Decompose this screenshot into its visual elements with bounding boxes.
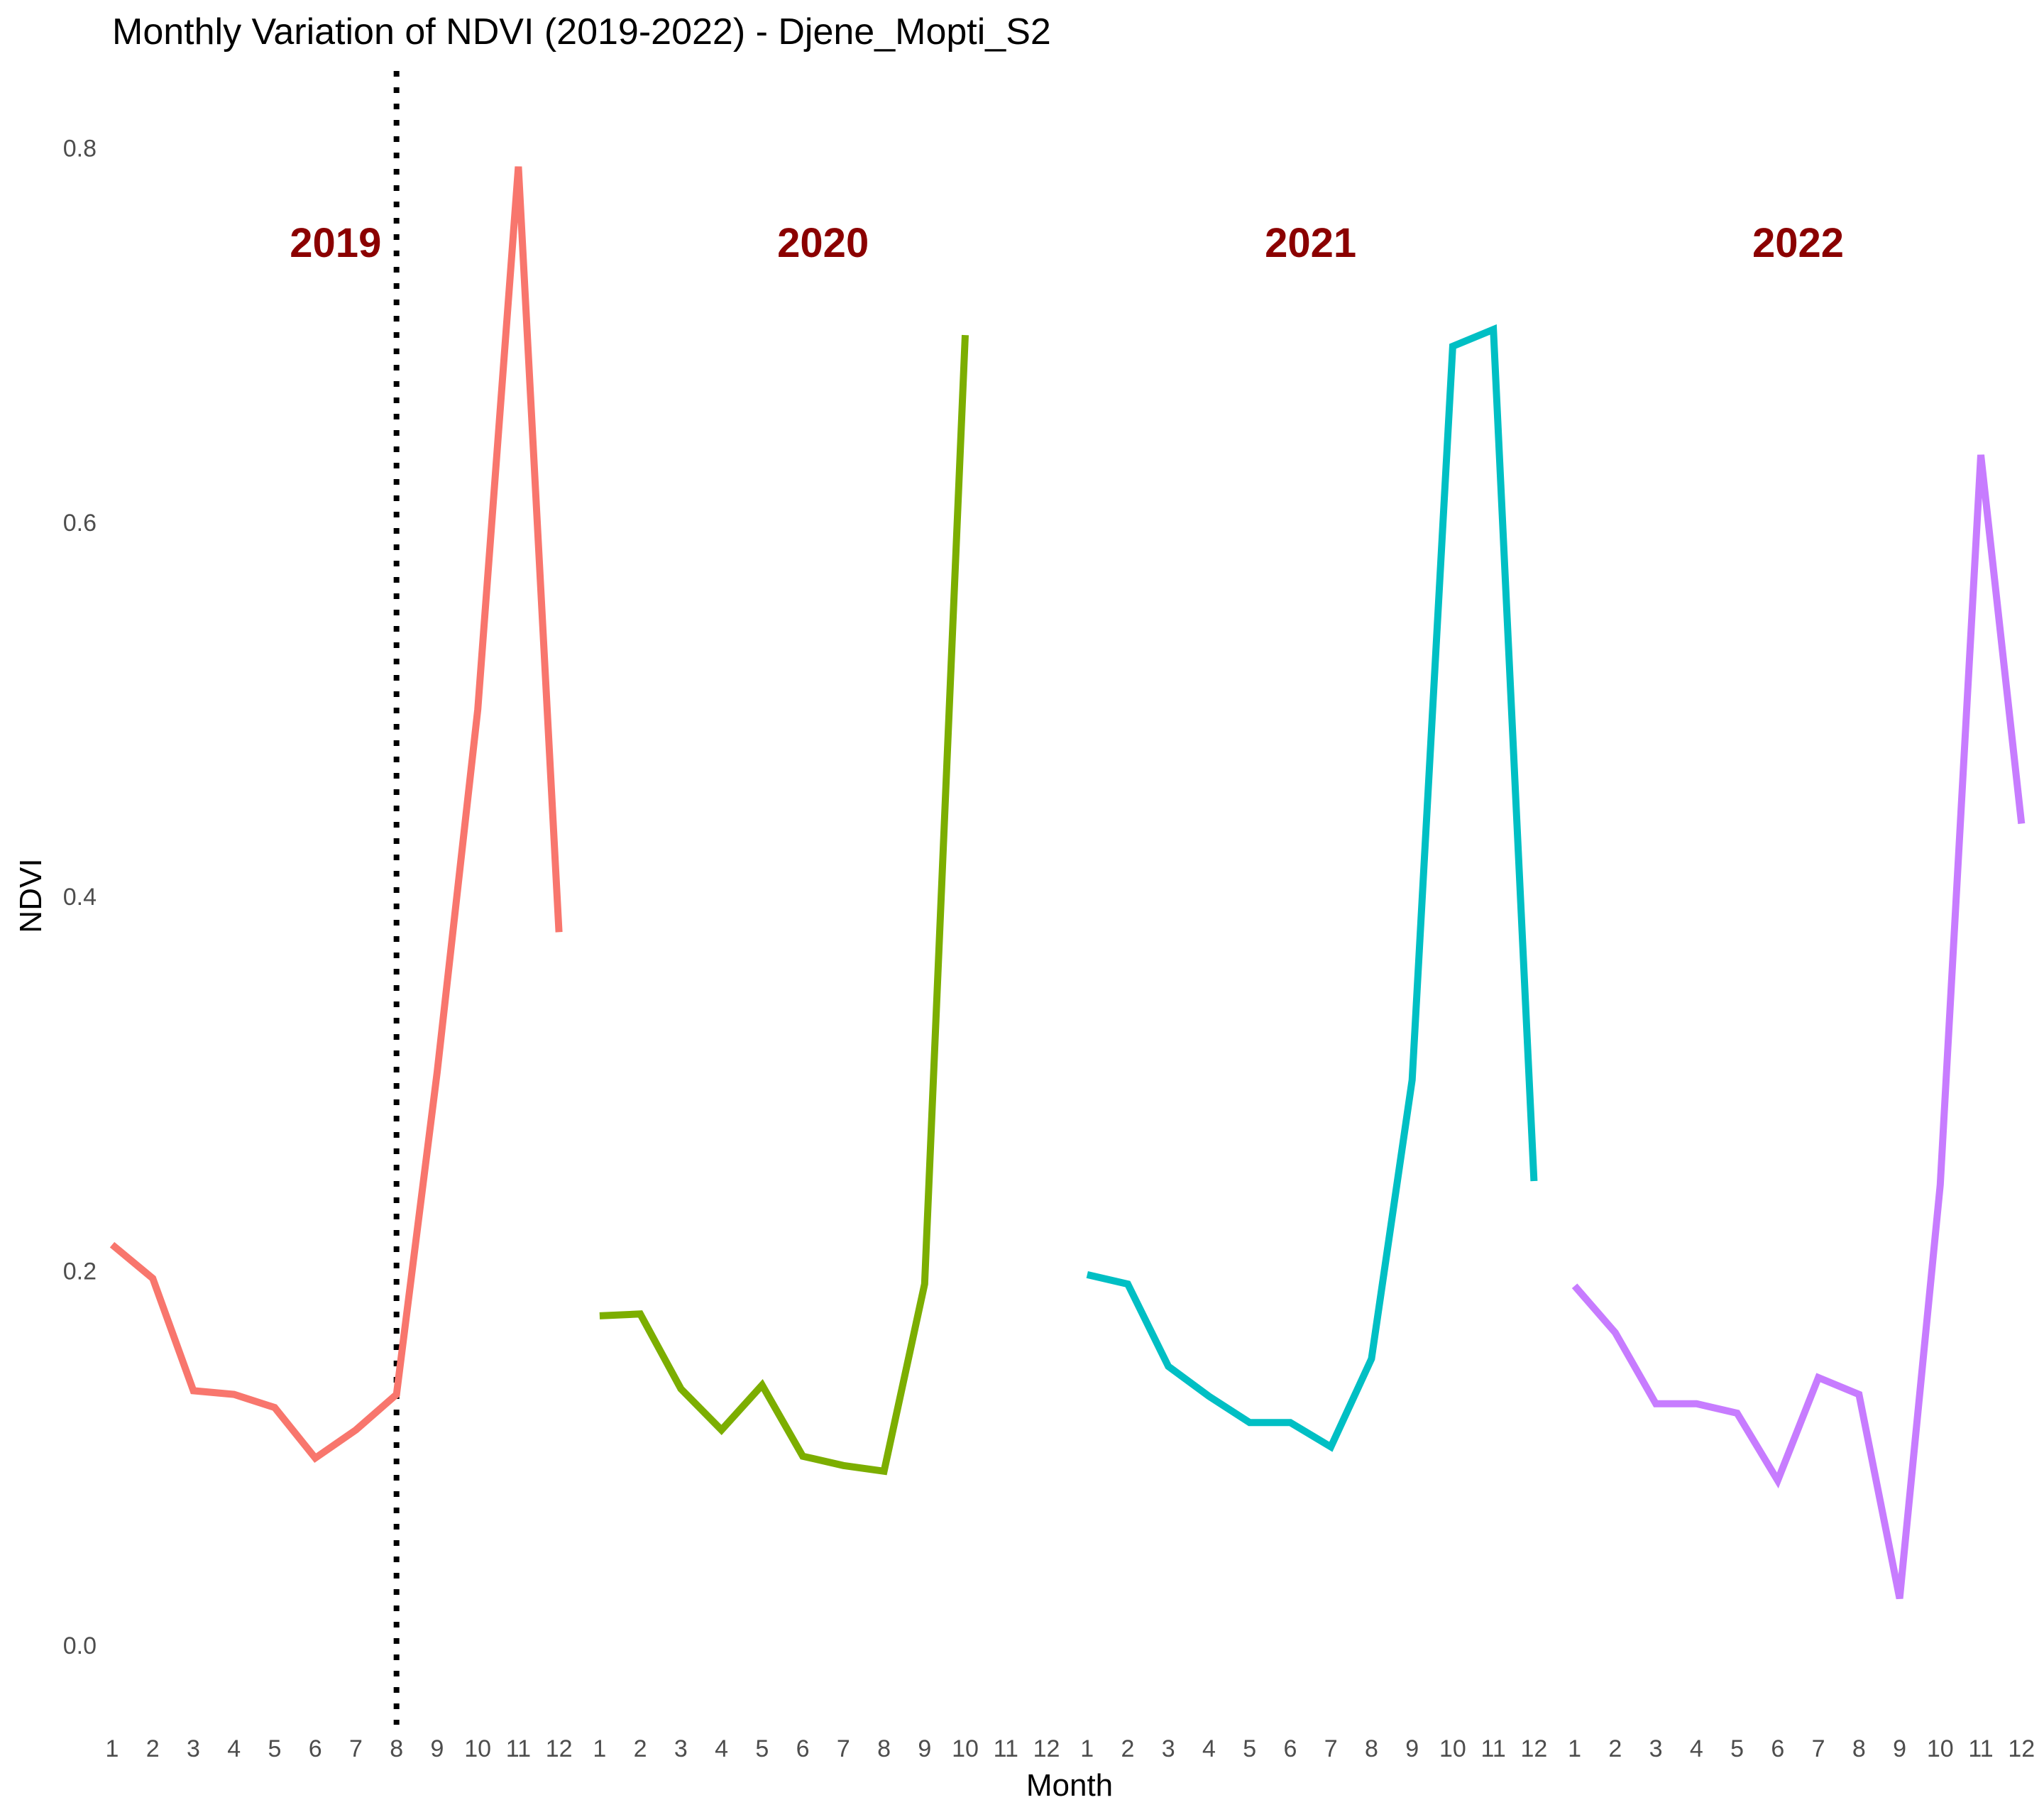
x-tick-label: 5 [268,1735,281,1762]
x-tick-label: 1 [1080,1735,1094,1762]
x-tick-label: 11 [1968,1735,1993,1762]
x-tick-label: 10 [1439,1735,1466,1762]
year-label-2019: 2019 [290,220,381,266]
x-tick-label: 6 [796,1735,810,1762]
x-tick-label: 2 [1608,1735,1622,1762]
y-axis-title: NDVI [13,858,48,933]
x-tick-label: 1 [593,1735,606,1762]
x-tick-label: 9 [430,1735,444,1762]
x-tick-label: 3 [187,1735,200,1762]
x-tick-label: 3 [674,1735,688,1762]
x-tick-label: 4 [227,1735,241,1762]
x-tick-label: 4 [715,1735,728,1762]
series-line-2019 [109,166,563,1464]
x-tick-label: 8 [1852,1735,1866,1762]
x-tick-label: 12 [546,1735,573,1762]
y-tick-label: 0.6 [63,510,97,537]
x-tick-label: 11 [994,1735,1018,1762]
y-tick-label: 0.0 [63,1632,97,1659]
x-tick-label: 5 [755,1735,769,1762]
year-label-2020: 2020 [777,220,869,266]
y-tick-label: 0.2 [63,1258,97,1285]
x-tick-label: 5 [1730,1735,1744,1762]
x-tick-label: 9 [1893,1735,1906,1762]
x-tick-label: 1 [106,1735,119,1762]
x-tick-label: 6 [309,1735,322,1762]
x-tick-label: 2 [146,1735,160,1762]
x-tick-label: 12 [1033,1735,1060,1762]
x-tick-label: 12 [2008,1735,2035,1762]
x-tick-label: 3 [1649,1735,1663,1762]
x-tick-label: 10 [952,1735,979,1762]
y-axis-tick-labels: 0.0 0.2 0.4 0.6 0.8 [63,135,97,1659]
x-tick-label: 2 [1121,1735,1135,1762]
x-tick-label: 11 [506,1735,531,1762]
y-tick-label: 0.8 [63,135,97,162]
chart-title: Monthly Variation of NDVI (2019-2022) - … [112,11,1051,53]
year-label-2021: 2021 [1265,220,1356,266]
x-tick-label: 8 [1365,1735,1378,1762]
x-tick-label: 7 [837,1735,850,1762]
y-tick-label: 0.4 [63,884,97,911]
x-tick-label: 4 [1690,1735,1703,1762]
year-labels: 2019 2020 2021 2022 [290,220,1844,266]
series-line-2021 [1086,324,1538,1452]
x-tick-label: 8 [390,1735,403,1762]
series-line-2022 [1571,454,2026,1600]
x-tick-label: 4 [1202,1735,1216,1762]
x-axis-tick-labels: 1 2 3 4 5 6 7 8 9 10 11 12 1 2 3 4 5 6 7 8 9 10 11 12 1 2 3 4 5 6 7 8 9 1… [106,1735,2035,1762]
x-tick-label: 2 [634,1735,647,1762]
series-line-2020 [599,334,969,1476]
x-axis-title: Month [1026,1768,1113,1803]
x-tick-label: 11 [1481,1735,1506,1762]
x-tick-label: 6 [1283,1735,1297,1762]
x-tick-label: 1 [1568,1735,1581,1762]
x-tick-label: 10 [1927,1735,1954,1762]
series-layer [109,166,2026,1600]
x-tick-label: 7 [1812,1735,1825,1762]
x-tick-label: 8 [877,1735,891,1762]
x-tick-label: 7 [349,1735,363,1762]
x-tick-label: 9 [918,1735,931,1762]
x-tick-label: 6 [1771,1735,1784,1762]
x-tick-label: 5 [1243,1735,1256,1762]
x-tick-label: 9 [1405,1735,1419,1762]
x-tick-label: 10 [464,1735,491,1762]
year-label-2022: 2022 [1752,220,1844,266]
x-tick-label: 12 [1520,1735,1547,1762]
x-tick-label: 7 [1324,1735,1338,1762]
x-tick-label: 3 [1162,1735,1175,1762]
